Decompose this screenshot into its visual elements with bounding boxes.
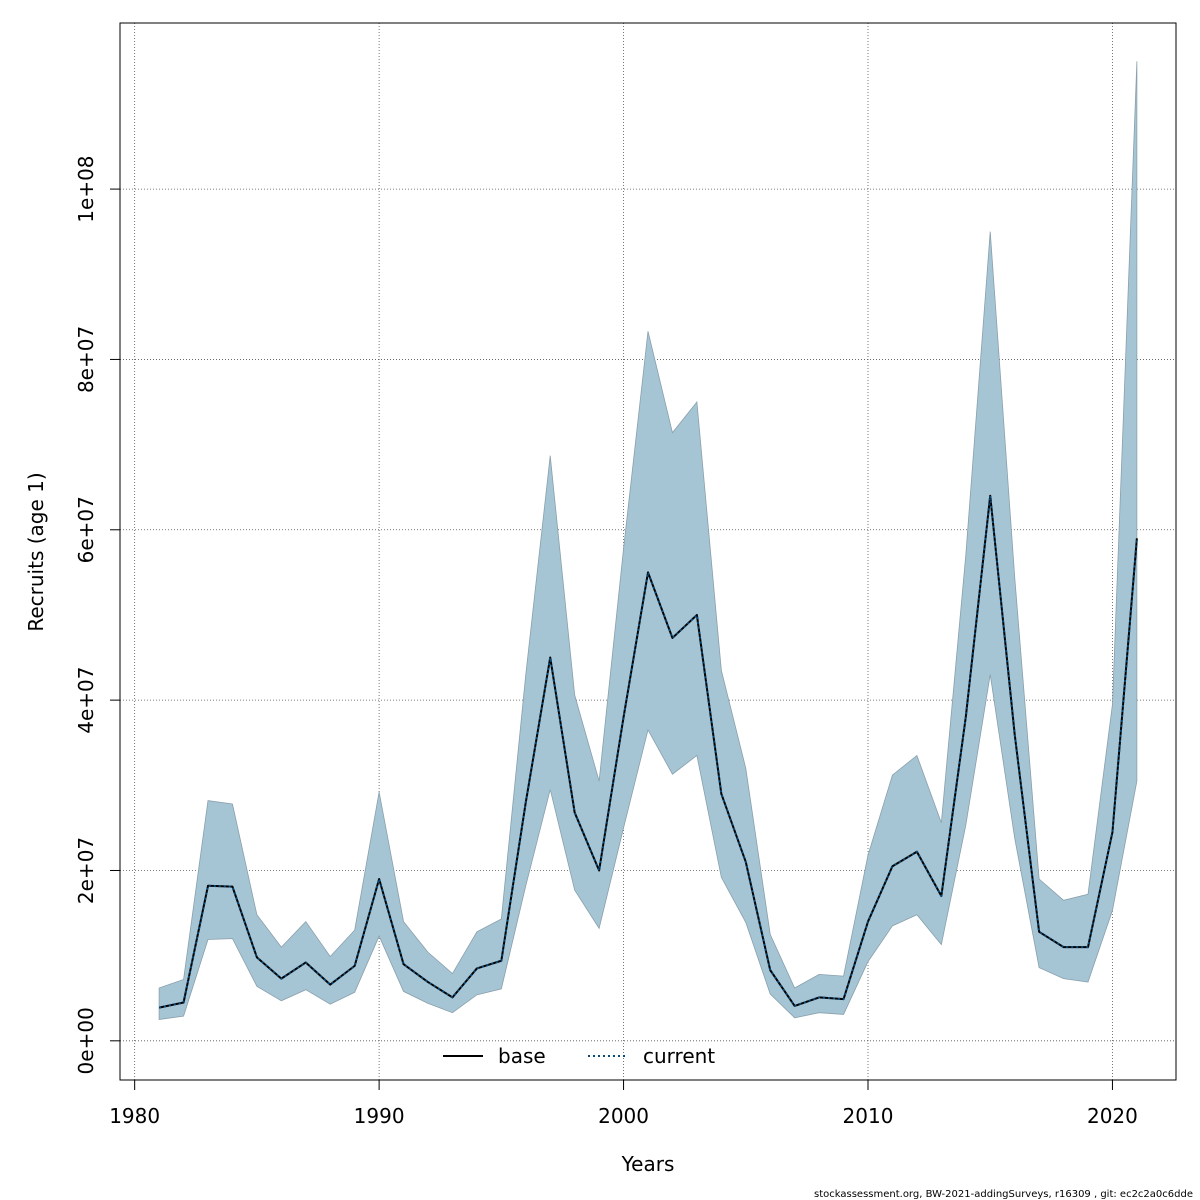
- x-axis-title: Years: [621, 1152, 675, 1176]
- x-tick-label-2000: 2000: [598, 1104, 649, 1128]
- y-axis-title: Recruits (age 1): [24, 472, 48, 631]
- y-tick-label-0e+00: 0e+00: [74, 1007, 98, 1074]
- confidence-band-layer: [158, 61, 1138, 1020]
- series-lines-layer: [158, 494, 1138, 1009]
- x-tick-label-2020: 2020: [1087, 1104, 1138, 1128]
- confidence-band: [158, 61, 1138, 1020]
- series-line-current: [158, 494, 1138, 1009]
- legend-label-current: current: [643, 1044, 715, 1068]
- y-axis: 0e+00 2e+07 4e+07 6e+07 8e+07 1e+08: [74, 155, 120, 1074]
- y-tick-label-8e+07: 8e+07: [74, 326, 98, 393]
- y-tick-label-2e+07: 2e+07: [74, 837, 98, 904]
- y-tick-label-4e+07: 4e+07: [74, 667, 98, 734]
- footer-note: stockassessment.org, BW-2021-addingSurve…: [814, 1189, 1193, 1200]
- x-tick-label-1980: 1980: [109, 1104, 160, 1128]
- legend: base current: [443, 1044, 715, 1068]
- x-tick-label-2010: 2010: [843, 1104, 894, 1128]
- y-tick-label-6e+07: 6e+07: [74, 496, 98, 563]
- legend-label-base: base: [498, 1044, 546, 1068]
- x-axis: 1980 1990 2000 2010 2020: [109, 1080, 1138, 1128]
- plot-frame: [119, 22, 1177, 1081]
- x-tick-label-1990: 1990: [354, 1104, 405, 1128]
- y-tick-label-1e+08: 1e+08: [74, 155, 98, 222]
